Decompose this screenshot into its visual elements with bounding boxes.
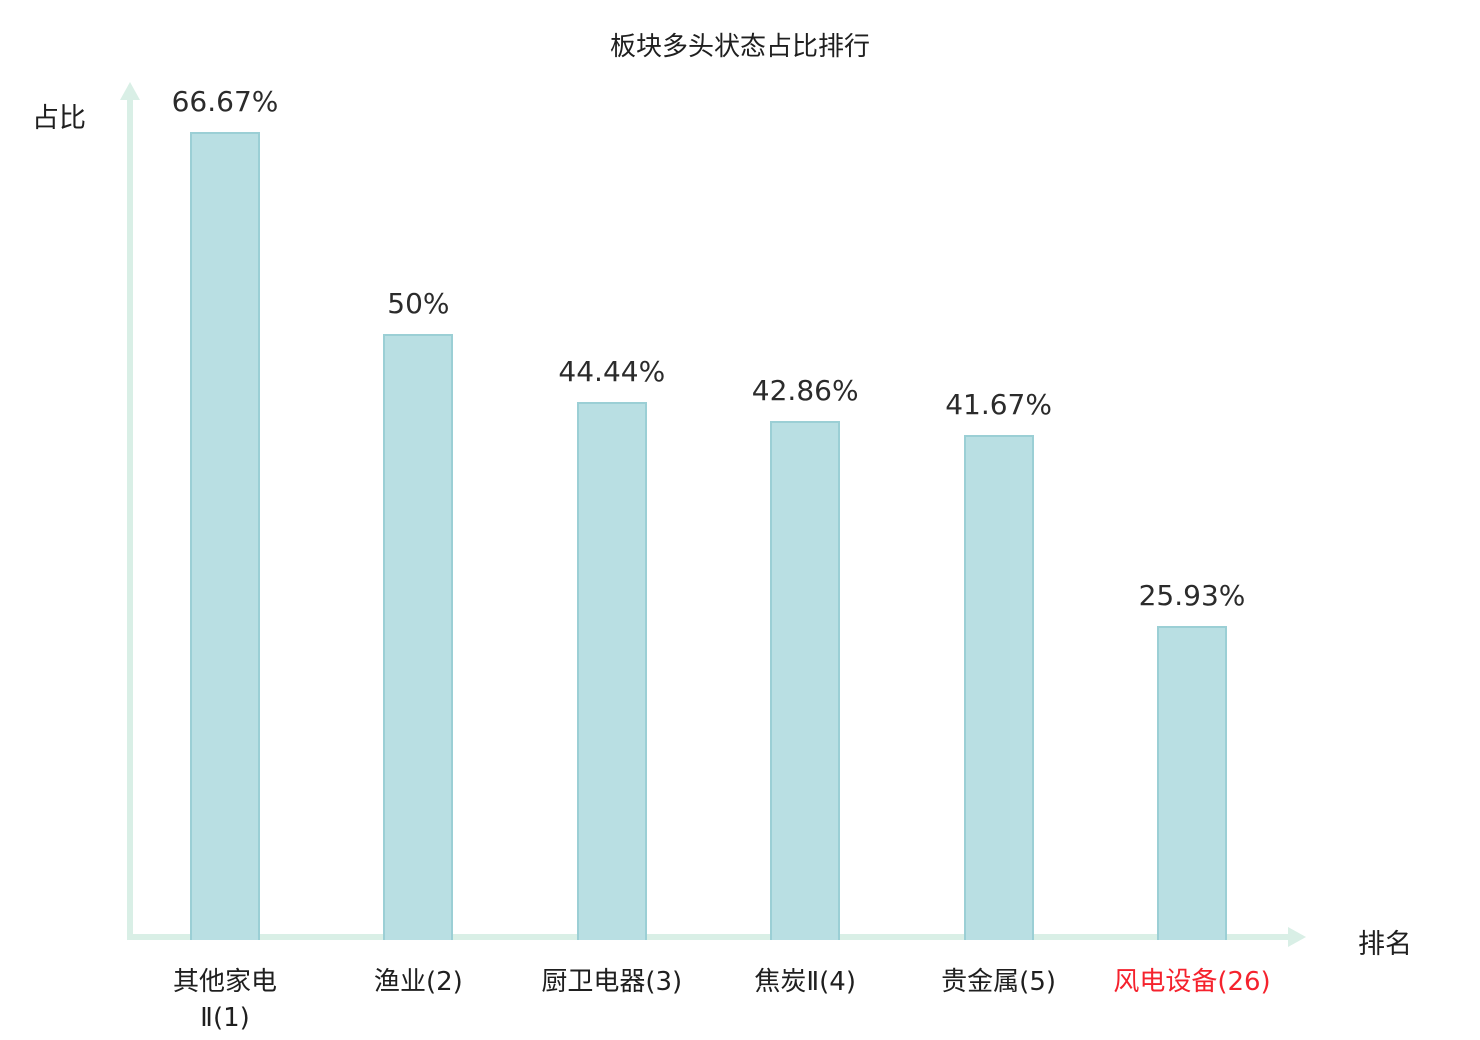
bar [1157, 626, 1227, 940]
y-axis-line [127, 98, 133, 940]
bar-category-label: 贵金属(5) [941, 967, 1057, 997]
y-axis-arrow-icon [120, 82, 140, 100]
x-axis-line [127, 934, 1290, 940]
x-axis-label: 排名 [1358, 929, 1412, 960]
bar [576, 402, 647, 940]
bar-value-label: 44.44% [558, 355, 666, 388]
bar-category-label: 渔业(2) [373, 967, 463, 997]
bar-value-label: 66.67% [171, 85, 279, 118]
bar-value-label: 50% [387, 287, 450, 320]
x-axis-arrow-icon [1288, 927, 1306, 947]
chart-title: 板块多头状态占比排行 [609, 32, 870, 62]
bar-category-label: 厨卫电器(3) [541, 967, 683, 997]
bar [770, 421, 841, 940]
bar-category-label: 焦炭Ⅱ(4) [754, 967, 857, 997]
bar [190, 132, 260, 940]
y-axis-label: 占比 [32, 103, 86, 134]
bar-category-label: 其他家电 Ⅱ(1) [172, 967, 278, 1033]
bar [963, 435, 1034, 940]
bar-value-label: 25.93% [1138, 579, 1246, 612]
bar-value-label: 42.86% [751, 374, 859, 407]
bar [383, 334, 454, 940]
bar-category-label: 风电设备(26) [1113, 967, 1271, 997]
bar-value-label: 41.67% [945, 388, 1052, 421]
